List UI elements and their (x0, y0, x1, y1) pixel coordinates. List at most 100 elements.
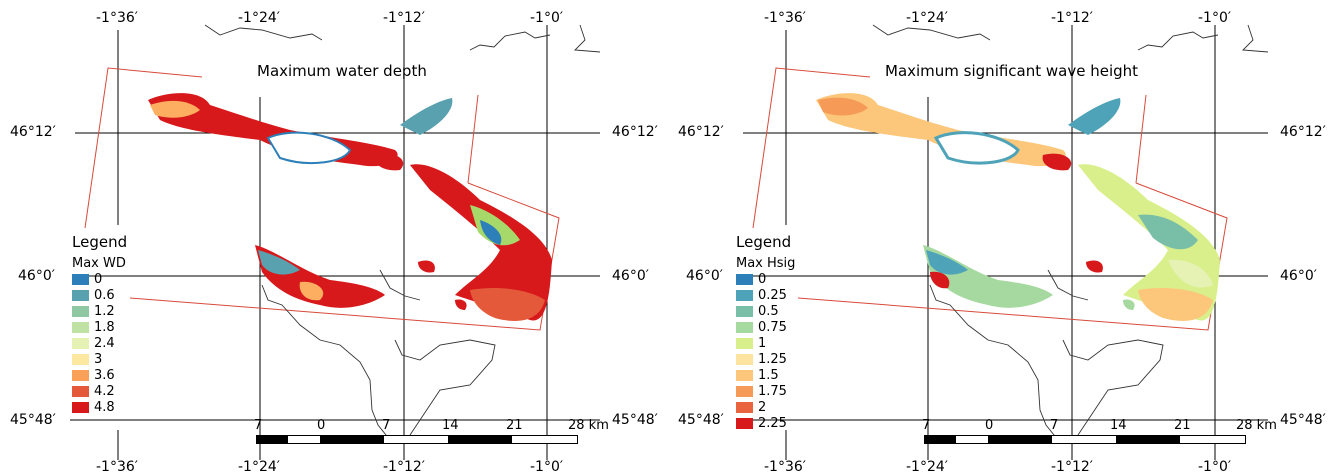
legend-label: 0.5 (758, 304, 779, 319)
legend-swatch (72, 338, 89, 349)
legend-item: 1 (736, 336, 766, 351)
legend-item: 2.25 (736, 416, 787, 431)
lon-label-bottom: -1°36′ (764, 459, 806, 475)
scale-bar-graphic (256, 435, 578, 444)
legend-item: 4.8 (72, 400, 115, 415)
lat-label-right: 46°0′ (1280, 268, 1317, 284)
lon-label-top: -1°36′ (96, 10, 138, 26)
scale-label: 7 (254, 418, 263, 433)
map-canvas-wave-height (738, 24, 1269, 460)
scale-label: 28 km (568, 418, 609, 433)
coastline (872, 24, 1269, 441)
legend-item: 0.25 (736, 288, 787, 303)
legend-item: 1.5 (736, 368, 779, 383)
lon-label-top: -1°24′ (906, 10, 948, 26)
legend-swatch (736, 354, 753, 365)
legend-subtitle: Max WD (72, 256, 126, 271)
legend-label: 3.6 (94, 368, 115, 383)
legend-label: 1.75 (758, 384, 787, 399)
legend-item: 0 (72, 272, 102, 287)
legend-label: 1.25 (758, 352, 787, 367)
lat-label-left: 45°48′ (678, 412, 724, 428)
lon-label-bottom: -1°0′ (1198, 459, 1232, 475)
lon-label-top: -1°24′ (238, 10, 280, 26)
scale-label: 0 (317, 418, 326, 433)
lat-label-right: 45°48′ (612, 412, 658, 428)
legend-item: 1.75 (736, 384, 787, 399)
legend-label: 2.25 (758, 416, 787, 431)
legend-swatch (736, 370, 753, 381)
legend-item: 2 (736, 400, 766, 415)
scale-label: 7 (1050, 418, 1059, 433)
legend-item: 0.5 (736, 304, 779, 319)
lon-label-bottom: -1°24′ (906, 459, 948, 475)
legend-item: 1.8 (72, 320, 115, 335)
legend-label: 0.25 (758, 288, 787, 303)
legend-item: 1.2 (72, 304, 115, 319)
scale-label: 21 (1174, 418, 1191, 433)
legend-label: 4.2 (94, 384, 115, 399)
scale-label: 28 km (1236, 418, 1277, 433)
scale-label: 0 (985, 418, 994, 433)
legend-label: 3 (94, 352, 103, 367)
lat-label-left: 46°0′ (18, 268, 55, 284)
scale-label: 7 (382, 418, 391, 433)
lat-label-left: 46°12′ (10, 124, 56, 140)
lon-label-bottom: -1°0′ (530, 459, 564, 475)
scale-label: 21 (506, 418, 523, 433)
lon-label-top: -1°36′ (764, 10, 806, 26)
map-canvas-water-depth (70, 24, 601, 460)
legend-swatch (72, 274, 89, 285)
lon-label-top: -1°0′ (530, 10, 564, 26)
graticule (70, 25, 600, 460)
legend-item: 0.75 (736, 320, 787, 335)
legend-item: 3.6 (72, 368, 115, 383)
legend-subtitle: Max Hsig (736, 256, 796, 271)
legend-swatch (72, 354, 89, 365)
coastline (204, 24, 601, 441)
legend-swatch (72, 322, 89, 333)
legend-label: 2 (758, 400, 767, 415)
lon-label-top: -1°12′ (383, 10, 425, 26)
legend-label: 0.75 (758, 320, 787, 335)
legend-label: 0.6 (94, 288, 115, 303)
legend-label: 0 (758, 272, 767, 287)
legend-item: 2.4 (72, 336, 115, 351)
map-panel-wave-height: Maximum significant wave height -1°36′ -… (668, 0, 1340, 476)
legend-swatch (736, 402, 753, 413)
flood-extent (148, 93, 552, 321)
lon-label-top: -1°0′ (1198, 10, 1232, 26)
legend-swatch (72, 290, 89, 301)
map-panel-water-depth: Maximum water depth -1°36′ -1°24′ -1°12′… (10, 10, 658, 475)
legend-swatch (736, 274, 753, 285)
legend-swatch (72, 386, 89, 397)
lat-label-right: 46°12′ (612, 124, 658, 140)
legend-label: 0 (94, 272, 103, 287)
legend-label: 1.2 (94, 304, 115, 319)
legend-swatch (736, 322, 753, 333)
lat-label-left: 46°0′ (686, 268, 723, 284)
legend-label: 2.4 (94, 336, 115, 351)
legend-title: Legend (72, 233, 128, 251)
wave-height-field (816, 93, 1220, 321)
lon-label-bottom: -1°12′ (1051, 459, 1093, 475)
lat-label-right: 46°12′ (1280, 124, 1326, 140)
map-title: Maximum significant wave height (885, 62, 1139, 80)
legend-item: 0 (736, 272, 766, 287)
legend-item: 4.2 (72, 384, 115, 399)
scale-label: 7 (922, 418, 931, 433)
lon-label-bottom: -1°36′ (96, 459, 138, 475)
lat-label-right: 46°0′ (612, 268, 649, 284)
lat-label-left: 46°12′ (678, 124, 724, 140)
legend-label: 1.8 (94, 320, 115, 335)
legend-swatch (736, 338, 753, 349)
legend-swatch (736, 290, 753, 301)
legend-item: 3 (72, 352, 102, 367)
legend-item: 0.6 (72, 288, 115, 303)
scale-label: 14 (1110, 418, 1127, 433)
scale-label: 14 (442, 418, 459, 433)
lon-label-bottom: -1°24′ (238, 459, 280, 475)
legend-label: 1.5 (758, 368, 779, 383)
legend-swatch (736, 386, 753, 397)
lat-label-left: 45°48′ (10, 412, 56, 428)
